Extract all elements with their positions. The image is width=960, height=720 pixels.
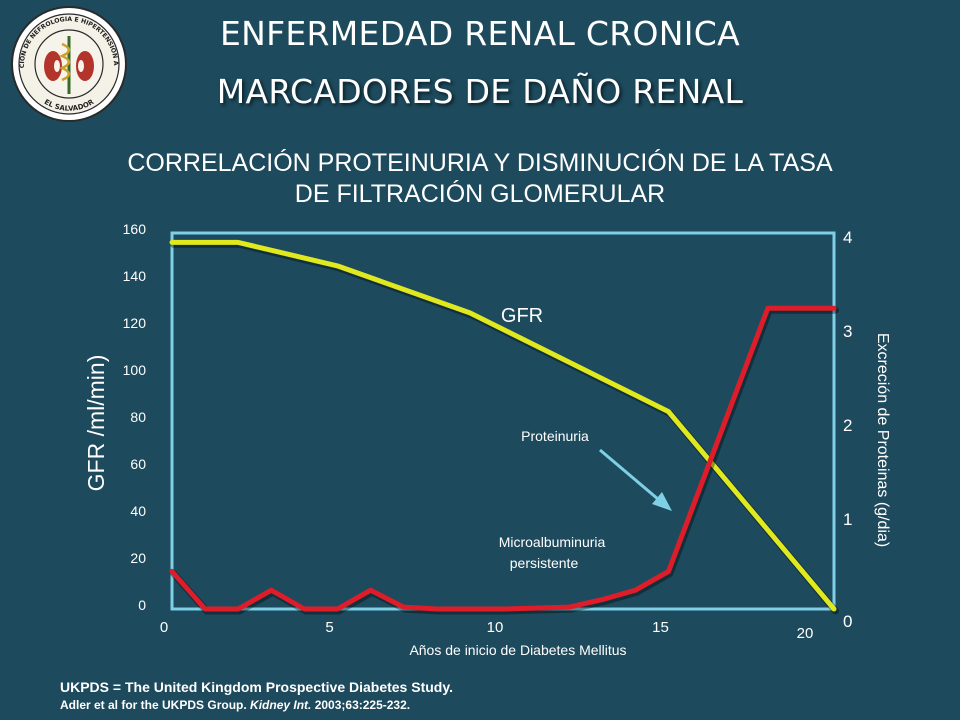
- credits-line2: Adler et al for the UKPDS Group. Kidney …: [60, 696, 453, 714]
- y-tick-label: 100: [123, 362, 147, 378]
- microalbuminuria-annotation-line1: Microalbuminuria: [499, 534, 606, 550]
- proteinuria-line-shadow: [170, 306, 839, 615]
- y-tick-label: 40: [130, 503, 146, 519]
- y-axis-label: GFR /ml/min): [83, 355, 109, 492]
- y2-tick-label: 0: [843, 612, 852, 631]
- proteinuria-line: [169, 305, 837, 612]
- proteinuria-series: [169, 305, 839, 615]
- x-tick-label: 15: [652, 619, 669, 636]
- y2-tick-label: 1: [843, 510, 852, 529]
- association-logo: ASOCIACION DE NEFROLOGIA E HIPERTENSION …: [6, 4, 127, 122]
- proteinuria-annotation: Proteinuria: [521, 428, 589, 444]
- x-tick-label: 10: [487, 619, 504, 636]
- chart-subtitle: CORRELACIÓN PROTEINURIA Y DISMINUCIÓN DE…: [20, 148, 940, 210]
- page-title-line2: MARCADORES DE DAÑO RENAL: [216, 72, 744, 111]
- x-tick-label: 5: [325, 619, 333, 636]
- y2-tick-label: 3: [843, 322, 852, 341]
- y2-tick-label: 2: [843, 416, 852, 435]
- credits-authors: Adler et al for the UKPDS Group.: [60, 698, 251, 712]
- gfr-series-label: GFR: [501, 305, 543, 327]
- y-tick-label: 120: [123, 315, 147, 331]
- y-tick-label: 160: [123, 221, 147, 237]
- y2-tick-label: 4: [843, 228, 852, 247]
- credits-citation: 2003;63:225-232.: [311, 698, 411, 712]
- credits-line1: UKPDS = The United Kingdom Prospective D…: [60, 679, 453, 695]
- x-axis-label: Años de inicio de Diabetes Mellitus: [409, 642, 626, 658]
- gfr-line-shadow: [170, 240, 839, 615]
- y-tick-label: 80: [130, 409, 146, 425]
- proteinuria-arrow: [599, 448, 672, 511]
- subtitle-line2: DE FILTRACIÓN GLOMERULAR: [294, 180, 666, 208]
- subtitle-line1: CORRELACIÓN PROTEINURIA Y DISMINUCIÓN DE…: [127, 149, 833, 177]
- series-layer: [169, 239, 839, 615]
- tick-labels: 0 5 10 15 20 0 20 40 60 80 100 120 140 160 0 1 2 3 4: [123, 221, 853, 642]
- gfr-series: [169, 239, 839, 615]
- credits: UKPDS = The United Kingdom Prospective D…: [60, 678, 453, 714]
- gfr-line: [169, 239, 837, 612]
- x-tick-label: 0: [160, 619, 168, 636]
- y2-axis-label: Excreción de Proteinas (g/dia): [874, 333, 891, 547]
- y-tick-label: 0: [138, 597, 146, 613]
- plot-frame: [170, 231, 836, 611]
- page-title-line1: ENFERMEDAD RENAL CRONICA: [219, 14, 741, 53]
- credits-journal: Kidney Int.: [250, 698, 312, 712]
- x-tick-label: 20: [797, 625, 814, 642]
- y-tick-label: 60: [130, 456, 146, 472]
- y-tick-label: 20: [130, 550, 146, 566]
- y-tick-label: 140: [123, 268, 147, 284]
- microalbuminuria-annotation-line2: persistente: [510, 555, 579, 571]
